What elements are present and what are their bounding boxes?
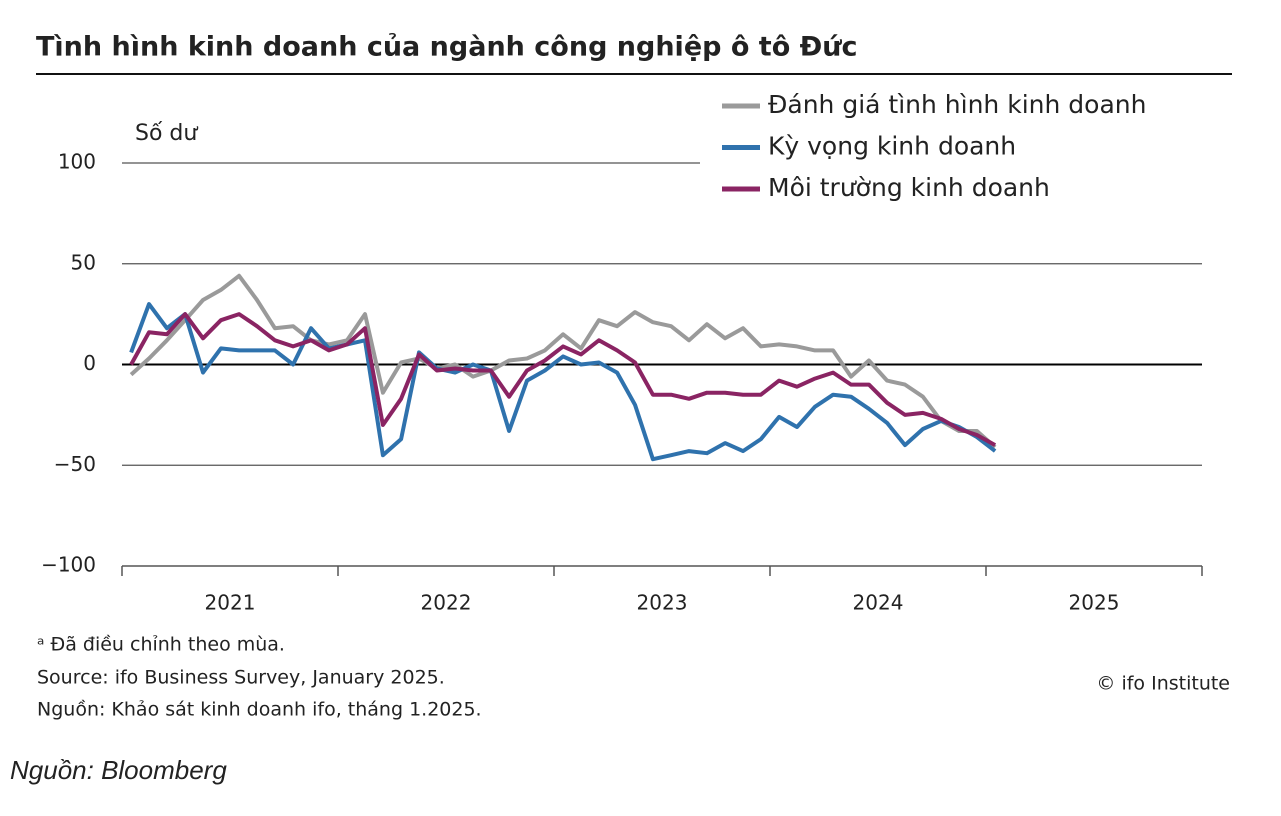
legend-background <box>700 84 1220 209</box>
series-line <box>129 302 997 462</box>
source: Nguồn: Bloomberg <box>10 755 227 785</box>
x-tick-label: 2024 <box>853 591 904 615</box>
y-tick-label: 100 <box>58 150 96 174</box>
y-tick-label: −50 <box>54 452 96 476</box>
x-tick-label: 2023 <box>637 591 688 615</box>
y-axis-label: Số dư <box>135 121 198 146</box>
credit: © ifo Institute <box>1096 673 1230 695</box>
y-tick-label: 0 <box>83 351 96 375</box>
series-line <box>129 273 997 449</box>
y-tick-label: 50 <box>71 250 96 274</box>
chart-title: Tình hình kinh doanh của ngành công nghi… <box>36 32 858 63</box>
legend-label: Kỳ vọng kinh doanh <box>768 132 1016 161</box>
note: Source: ifo Business Survey, January 202… <box>37 667 445 689</box>
x-tick-label: 2025 <box>1069 591 1120 615</box>
x-tick-label: 2021 <box>205 591 256 615</box>
note: Nguồn: Khảo sát kinh doanh ifo, tháng 1.… <box>37 699 482 721</box>
legend-label: Đánh giá tình hình kinh doanh <box>768 90 1146 119</box>
legend-label: Môi trường kinh doanh <box>768 173 1050 202</box>
note: ᵃ Đã điều chỉnh theo mùa. <box>37 634 285 656</box>
y-tick-label: −100 <box>41 553 96 577</box>
x-tick-label: 2022 <box>421 591 472 615</box>
series-line <box>129 312 997 447</box>
